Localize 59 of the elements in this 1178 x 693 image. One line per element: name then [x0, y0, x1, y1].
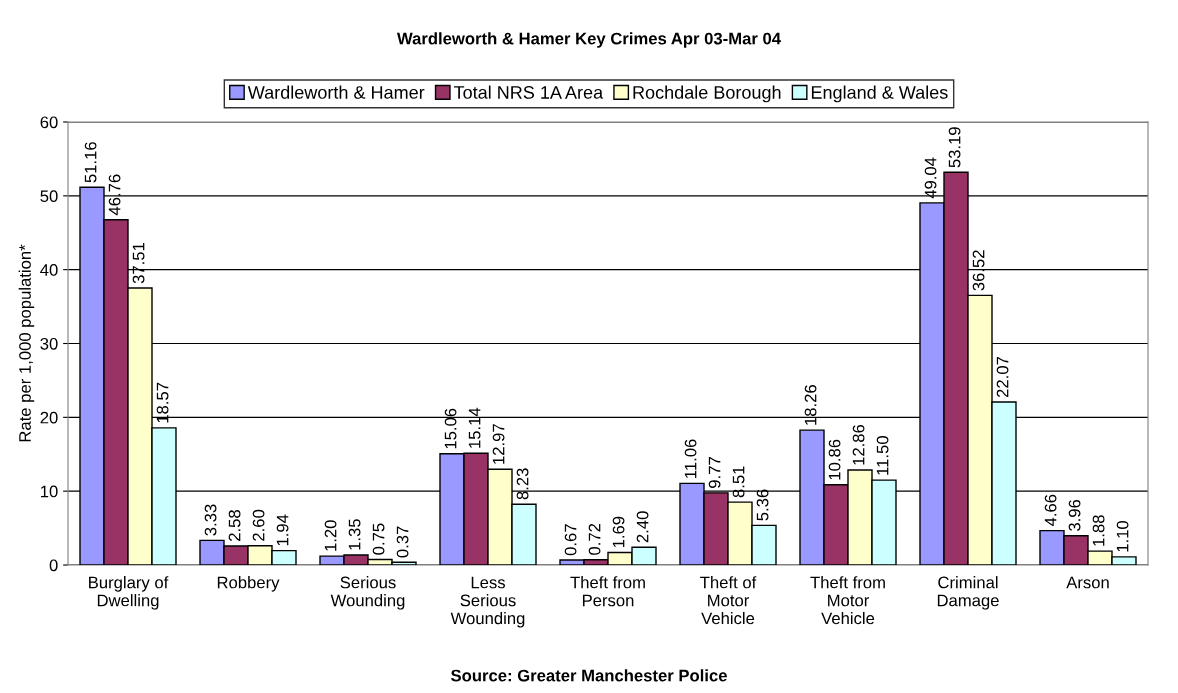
x-tick-label: Theft from Person: [570, 576, 645, 607]
legend-label: Rochdale Borough: [633, 85, 781, 103]
data-label: 2.40: [636, 511, 649, 543]
data-label: 1.94: [276, 514, 289, 546]
data-label: 3.33: [204, 504, 217, 536]
data-label: 1.10: [1116, 520, 1129, 552]
chart-title: Wardleworth & Hamer Key Crimes Apr 03-Mar 04: [396, 32, 781, 48]
data-label: 49.04: [924, 157, 937, 199]
legend-label: Wardleworth & Hamer: [247, 85, 425, 99]
data-label: 8.51: [732, 466, 745, 498]
data-label: 15.06: [444, 408, 457, 449]
data-label: 0.72: [588, 523, 601, 555]
data-label: 46.76: [108, 174, 121, 216]
y-tick-label: 20: [40, 411, 58, 424]
x-tick-label: Theft of Motor Vehicle: [700, 576, 757, 625]
data-label: 1.88: [1092, 515, 1105, 546]
data-label: 1.20: [324, 520, 337, 551]
data-label: 11.06: [684, 439, 697, 478]
x-tick-label: Less Serious Wounding: [450, 576, 525, 628]
x-tick-label: Theft from Motor Vehicle: [810, 576, 885, 625]
data-label: 4.66: [1044, 494, 1057, 527]
data-label: 2.58: [228, 510, 241, 541]
y-tick-label: 10: [41, 485, 58, 498]
data-label: 0.37: [396, 526, 409, 558]
data-label: 22.07: [996, 357, 1009, 398]
data-label: 36.52: [972, 250, 985, 291]
source-note: Source: Greater Manchester Police: [451, 669, 727, 682]
x-tick-label: Burglary of Dwelling: [89, 576, 169, 610]
data-label: 53.19: [948, 127, 961, 168]
data-label: 8.23: [516, 468, 529, 500]
y-axis-title: Rate per 1,000 population*: [18, 244, 35, 442]
data-label: 18.26: [804, 385, 817, 425]
legend-label: England & Wales: [811, 85, 948, 103]
data-label: 51.16: [84, 142, 97, 183]
y-tick-label: 40: [40, 264, 58, 276]
data-label: 12.86: [852, 424, 865, 465]
data-label: 18.57: [156, 382, 169, 423]
x-tick-label: Arson: [1066, 576, 1109, 589]
data-label: 10.86: [828, 439, 841, 480]
x-tick-label: Criminal Damage: [937, 576, 999, 610]
data-label: 12.97: [492, 424, 505, 464]
data-label: 5.36: [756, 489, 769, 521]
x-tick-label: Robbery: [217, 576, 280, 592]
y-tick-label: 50: [40, 190, 58, 203]
data-label: 3.96: [1068, 499, 1081, 531]
y-tick-label: 60: [40, 116, 58, 129]
data-label: 11.50: [876, 436, 889, 475]
y-tick-label: 30: [40, 337, 58, 350]
data-label: 37.51: [132, 242, 145, 284]
data-label: 2.60: [252, 509, 265, 541]
y-tick-label: 0: [49, 559, 58, 572]
data-label: 9.77: [708, 457, 721, 488]
legend-label: Total NRS 1A Area: [453, 85, 604, 99]
data-label: 15.14: [468, 407, 481, 448]
data-label: 1.69: [612, 516, 625, 548]
data-label: 0.75: [372, 523, 385, 555]
data-label: 0.67: [564, 524, 577, 556]
data-label: 1.35: [348, 519, 361, 550]
x-tick-label: Serious Wounding: [330, 576, 405, 610]
